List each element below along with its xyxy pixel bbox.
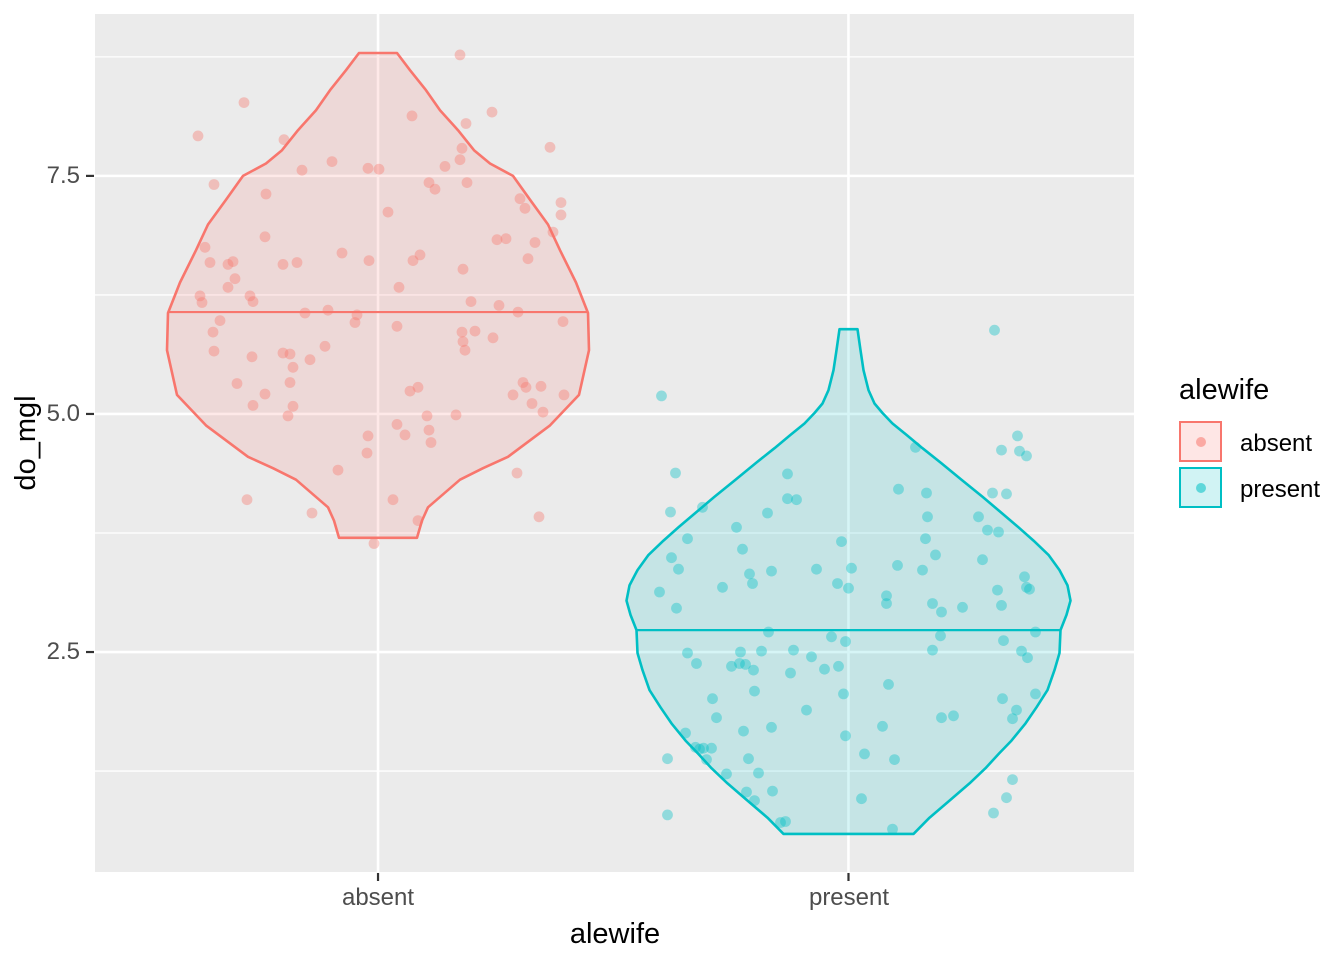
axis-ticks (86, 174, 850, 881)
gridlines-minor (95, 56, 1134, 772)
legend-entry-absent: absent (1179, 421, 1312, 467)
legend: alewife absent present (1179, 374, 1320, 513)
legend-label-present: present (1240, 476, 1321, 503)
points-absent (192, 49, 570, 549)
y-axis-title: do_mgl (10, 395, 42, 491)
gridlines-major (95, 14, 1134, 872)
legend-title: alewife (1179, 374, 1270, 406)
y-tick-label-2-5: 2.5 (46, 638, 80, 665)
x-tick-label-absent: absent (341, 884, 415, 911)
legend-key-present (1179, 467, 1222, 508)
legend-key-absent (1179, 421, 1222, 462)
y-tick-label-7-5: 7.5 (46, 162, 80, 189)
violin-absent (165, 51, 591, 540)
panel-background (95, 14, 1134, 872)
legend-key-dot-present (1195, 482, 1206, 493)
legend-key-dot-absent (1195, 436, 1206, 447)
violin-present (625, 327, 1072, 836)
legend-entry-present: present (1179, 467, 1320, 513)
x-tick-label-present: present (808, 884, 890, 911)
x-axis-title: alewife (569, 918, 661, 950)
points-present (654, 324, 1041, 835)
legend-label-absent: absent (1240, 430, 1313, 457)
y-tick-label-5-0: 5.0 (46, 400, 80, 427)
